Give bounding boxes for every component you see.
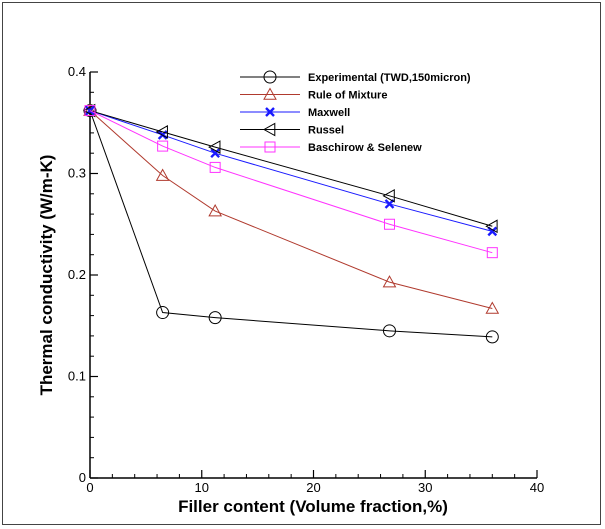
axes: 0 10 20 30 40 0 0.1 0.2 0.3 0.4 [68, 64, 544, 495]
data-point [208, 204, 223, 217]
legend-marker [263, 87, 277, 100]
x-tick-label: 20 [306, 480, 320, 495]
series-line [89, 110, 493, 254]
series-baschirow-selenew [84, 105, 498, 259]
data-point [157, 140, 169, 152]
y-axis-title: Thermal conductivity (W/m-K) [37, 155, 56, 396]
data-point [383, 218, 395, 230]
data-point [485, 330, 499, 344]
data-point [485, 301, 500, 314]
data-point [155, 125, 168, 139]
x-tick-label: 10 [195, 480, 209, 495]
data-point [208, 140, 221, 154]
x-tick-label: 30 [418, 480, 432, 495]
series-layer [82, 103, 500, 344]
series-russel [82, 103, 498, 234]
legend-entry: Baschirow & Selenew [240, 141, 422, 154]
legend-label: Baschirow & Selenew [308, 142, 422, 154]
legend: Experimental (TWD,150micron) Rule of Mixt… [240, 70, 471, 154]
data-point [156, 306, 170, 320]
data-point [209, 161, 221, 173]
legend-marker [264, 141, 276, 153]
data-point [382, 324, 396, 338]
data-point [84, 105, 96, 117]
legend-entry: Rule of Mixture [240, 87, 387, 102]
x-tick-label: 0 [86, 480, 93, 495]
data-point [382, 275, 397, 288]
x-axis-title: Filler content (Volume fraction,%) [178, 497, 448, 516]
legend-label: Russel [308, 125, 344, 137]
legend-marker [262, 122, 276, 137]
series-line [89, 110, 493, 338]
x-tick-label: 40 [530, 480, 544, 495]
data-point [384, 199, 395, 209]
data-point [155, 168, 170, 181]
data-point [485, 219, 498, 234]
series-line [89, 110, 493, 309]
legend-entry: Experimental (TWD,150micron) [240, 70, 471, 84]
data-point [382, 188, 395, 203]
y-tick-label: 0.3 [68, 166, 86, 181]
legend-entry: Russel [240, 122, 344, 137]
data-point [486, 247, 498, 259]
legend-marker [265, 107, 275, 117]
y-tick-label: 0.4 [68, 64, 86, 79]
y-tick-label: 0 [79, 470, 86, 485]
legend-entry: Maxwell [240, 107, 350, 119]
y-tick-label: 0.1 [68, 369, 86, 384]
data-point [208, 311, 222, 325]
series-maxwell [85, 105, 498, 237]
legend-marker [263, 70, 277, 84]
y-tick-label: 0.2 [68, 267, 86, 282]
series-rule-of-mixture [83, 103, 500, 314]
figure-frame [2, 2, 601, 525]
legend-label: Experimental (TWD,150micron) [308, 72, 471, 84]
series-experimental-twd-150micron- [83, 104, 499, 344]
legend-label: Rule of Mixture [308, 90, 387, 102]
data-point [210, 148, 221, 159]
series-line [89, 110, 493, 227]
legend-label: Maxwell [308, 107, 350, 119]
